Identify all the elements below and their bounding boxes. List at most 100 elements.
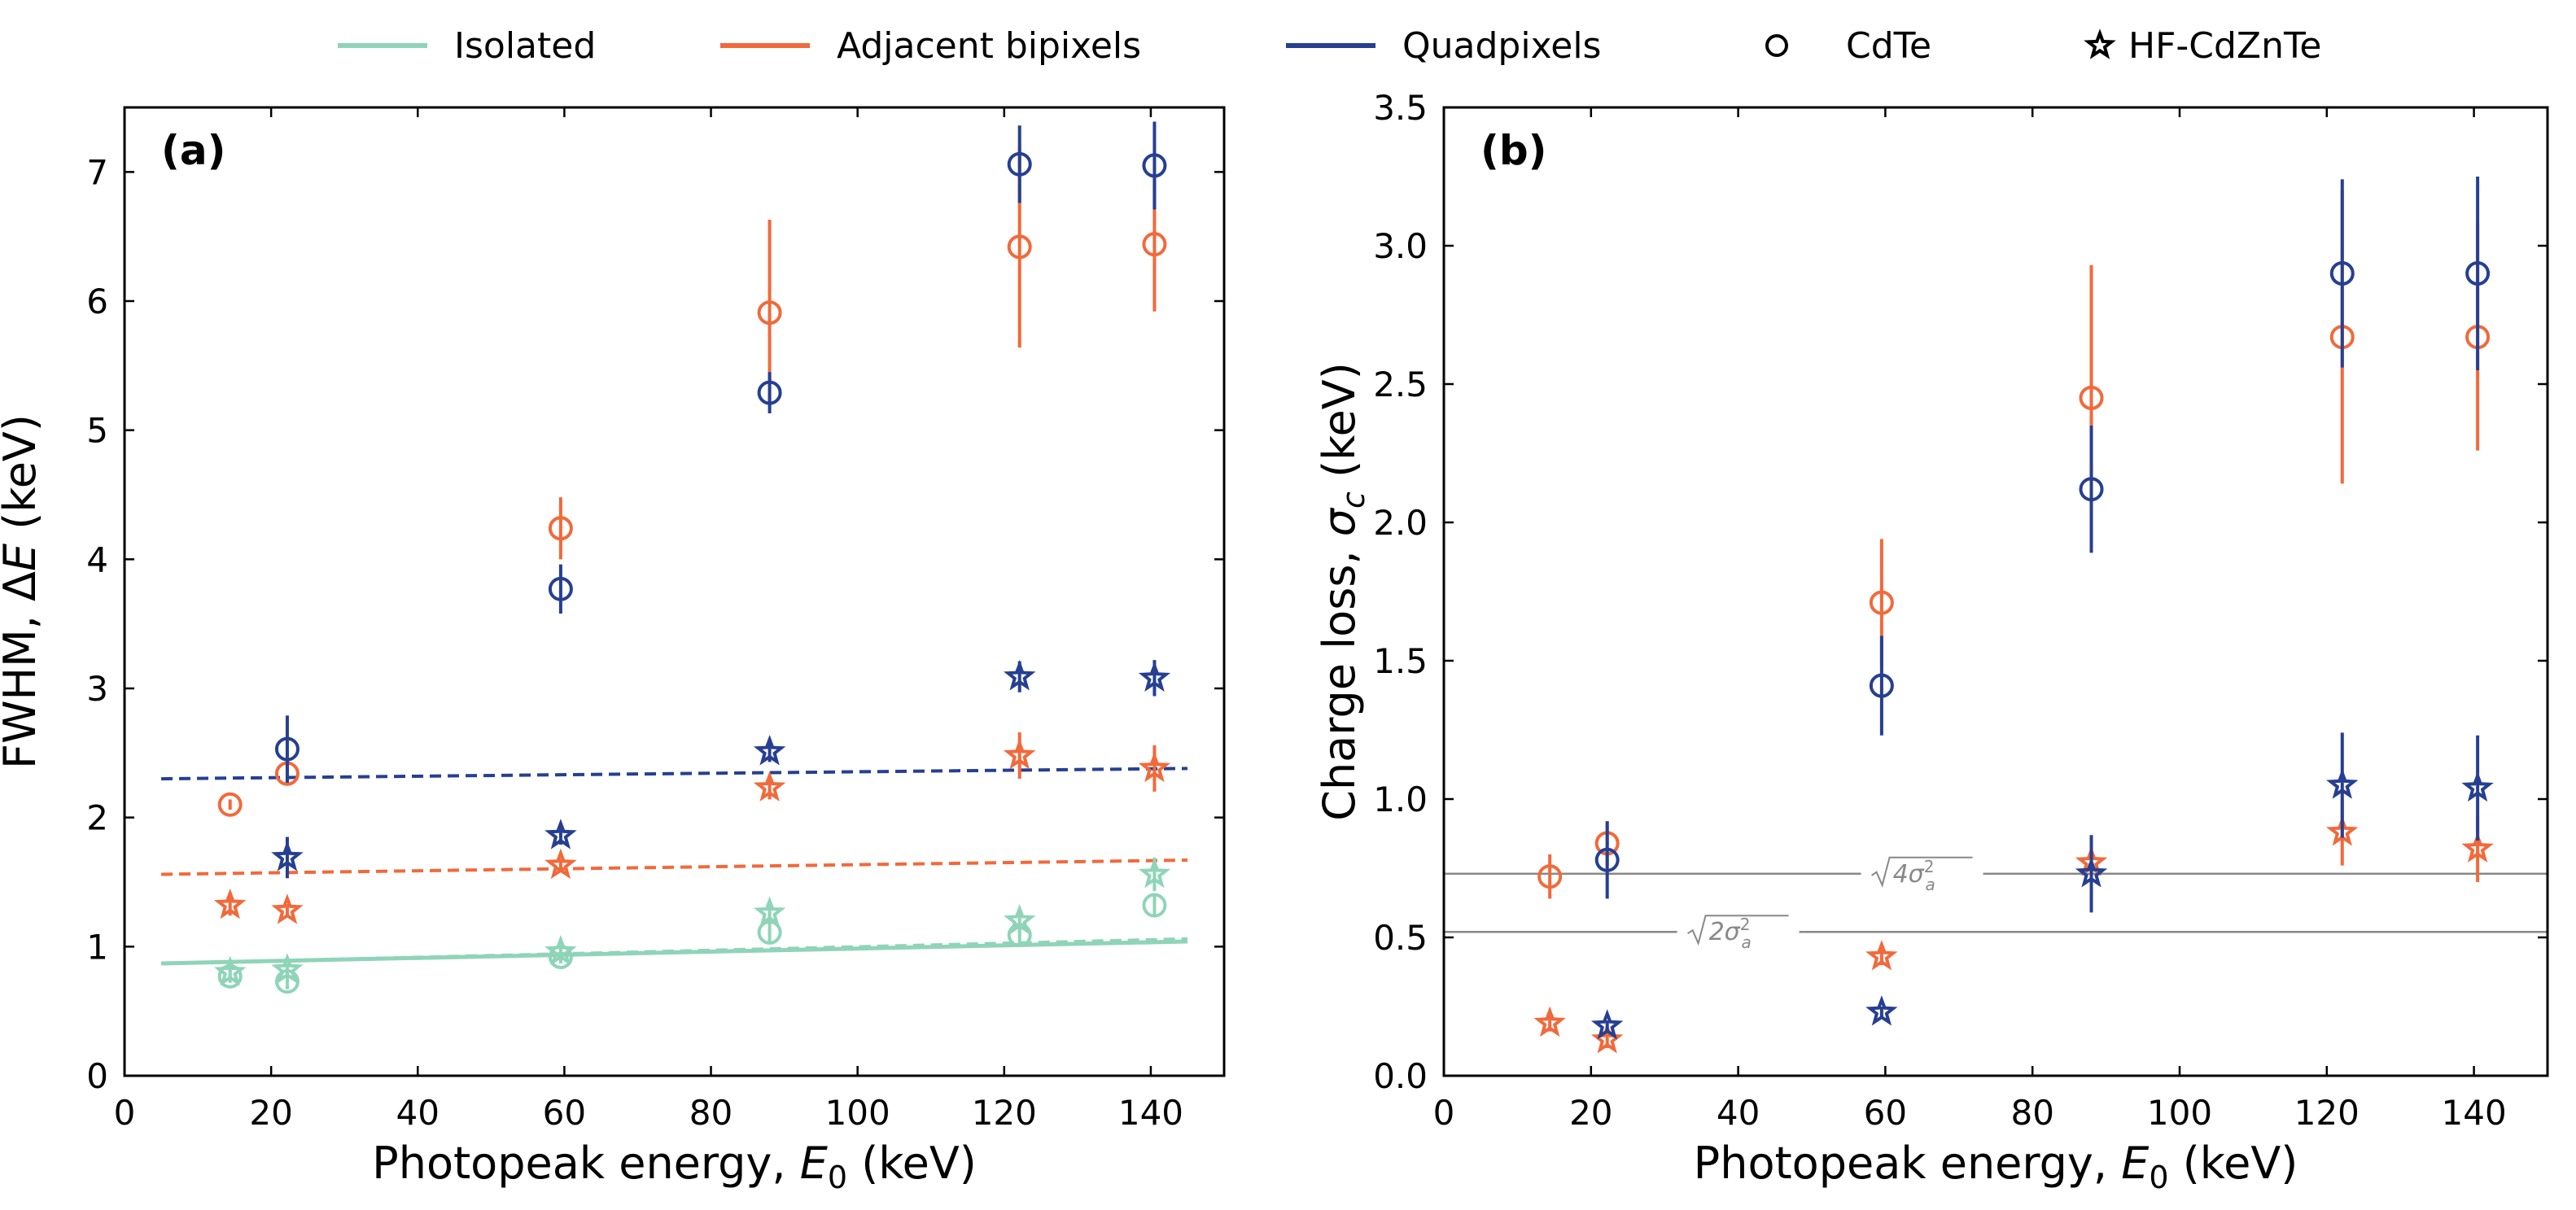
y-tick-label: 3 <box>86 669 108 709</box>
x-tick-label: 60 <box>1864 1093 1907 1133</box>
panel-label: (b) <box>1480 127 1547 174</box>
series-adjacent-bipixels-hf-cdznte <box>1533 799 2494 1054</box>
y-tick-label: 4 <box>86 539 108 579</box>
y-tick-label: 1 <box>86 927 108 967</box>
data-point-star <box>2326 768 2359 799</box>
axis-ticks: 0 20 40 60 80 100 120 140 0.0 0.5 1.0 1.5 2.0 2.5 3.0 3… <box>1373 88 2548 1133</box>
x-tick-label: 0 <box>1433 1093 1455 1133</box>
legend-label-cdte: CdTe <box>1846 25 1931 67</box>
plot-area: 4σ2 a 2σ2 a <box>1444 177 2548 1054</box>
y-tick-label: 0.0 <box>1373 1056 1428 1096</box>
panel-a-fwhm: 0 20 40 60 80 100 120 140 0 1 2 3 4 5 6 7 Photopeak ener… <box>0 106 1226 1195</box>
y-tick-label: 2.5 <box>1373 365 1428 404</box>
data-point-star <box>545 934 577 966</box>
y-tick-label: 3.0 <box>1373 226 1428 266</box>
data-point-star <box>271 841 304 871</box>
data-point-star <box>213 955 247 986</box>
data-point-star <box>2461 832 2494 863</box>
data-point-circle <box>1007 234 1032 260</box>
data-point-star <box>1865 995 1898 1026</box>
data-point-star <box>1138 751 1171 783</box>
y-axis-label: FWHM, ΔE (keV) <box>0 414 46 769</box>
series-adjacent-bipixels-hf-cdznte <box>213 732 1171 924</box>
data-point-circle <box>1142 153 1167 178</box>
x-tick-label: 60 <box>543 1093 586 1133</box>
data-point-star <box>1590 1009 1624 1040</box>
data-point-circle <box>1537 864 1563 889</box>
x-tick-label: 120 <box>2294 1093 2360 1133</box>
legend-marker-cdte <box>1765 34 1788 57</box>
x-tick-label: 40 <box>1717 1093 1760 1133</box>
x-tick-label: 80 <box>2010 1093 2053 1133</box>
data-point-star <box>753 734 786 766</box>
data-point-circle <box>1869 673 1894 698</box>
y-tick-label: 5 <box>86 411 108 451</box>
data-point-circle <box>274 736 300 762</box>
data-point-star <box>2461 771 2494 802</box>
series-quadpixels-cdte <box>1594 177 2491 899</box>
y-tick-label: 2.0 <box>1373 503 1428 543</box>
data-point-circle <box>1142 232 1167 257</box>
legend: Isolated Adjacent bipixels Quadpixels CdTe H… <box>338 25 2321 67</box>
data-point-circle <box>2465 261 2491 286</box>
reference-line-label: 2σ2 a <box>1709 915 1752 952</box>
series-quadpixels-hf-cdznte <box>1590 732 2494 1040</box>
series-quadpixels-cdte <box>274 121 1167 783</box>
x-tick-label: 120 <box>972 1093 1037 1133</box>
x-tick-label: 140 <box>2442 1093 2507 1133</box>
x-tick-label: 40 <box>396 1093 440 1133</box>
data-point-circle <box>2079 386 2104 410</box>
y-tick-label: 7 <box>86 152 108 192</box>
plot-area <box>160 121 1188 994</box>
data-point-star <box>545 848 577 880</box>
y-tick-label: 1.0 <box>1373 780 1428 819</box>
plot-frame <box>1442 106 2549 1077</box>
data-point-circle <box>217 963 243 989</box>
y-tick-label: 0.5 <box>1373 918 1428 958</box>
y-axis-label: Charge loss, σc (keV) <box>1314 362 1371 821</box>
series-isolated-hf-cdznte <box>213 857 1171 986</box>
y-tick-label: 1.5 <box>1373 641 1428 681</box>
series-quadpixels-hf-cdznte <box>271 659 1171 879</box>
x-tick-label: 20 <box>249 1093 292 1133</box>
panel-label: (a) <box>161 127 225 174</box>
series-adjacent-bipixels-cdte <box>217 146 1167 817</box>
sqrt-symbol <box>1687 915 1789 946</box>
fit-line-adjacent-bipixels-fit <box>161 858 1187 876</box>
data-point-circle <box>1142 893 1167 918</box>
data-point-circle <box>548 516 573 541</box>
data-point-star <box>1003 738 1036 770</box>
data-point-circle <box>217 792 243 817</box>
reference-line-group: 2σ2 a <box>1444 915 2548 952</box>
data-point-star <box>545 819 577 850</box>
legend-label-hf-cdznte: HF-CdZnTe <box>2128 25 2321 67</box>
data-point-star <box>271 893 304 924</box>
data-point-star <box>1138 857 1171 889</box>
data-point-circle <box>1869 590 1894 615</box>
legend-label-adjacent-bipixels: Adjacent bipixels <box>837 25 1141 67</box>
data-point-circle <box>548 576 573 601</box>
axis-ticks: 0 20 40 60 80 100 120 140 0 1 2 3 4 5 6 7 <box>86 107 1224 1133</box>
x-tick-label: 140 <box>1118 1093 1183 1133</box>
legend-label-quadpixels: Quadpixels <box>1402 25 1601 67</box>
data-point-circle <box>1594 847 1620 872</box>
panel-b-charge-loss: 0 20 40 60 80 100 120 140 0.0 0.5 1.0 1.5 2.0 2.5 3.0 3… <box>1314 88 2549 1195</box>
data-point-star <box>753 771 786 802</box>
legend-marker-hf-cdznte <box>2084 28 2116 59</box>
fit-line-quadpixels-fit <box>161 767 1187 781</box>
x-tick-label: 20 <box>1569 1093 1612 1133</box>
x-tick-label: 100 <box>2147 1093 2212 1133</box>
y-tick-label: 3.5 <box>1373 88 1428 128</box>
y-tick-label: 2 <box>86 798 108 838</box>
plot-frame <box>123 106 1226 1077</box>
data-point-circle <box>2079 477 2104 502</box>
sqrt-symbol <box>1871 856 1973 888</box>
data-point-star <box>1865 940 1898 971</box>
data-point-star <box>1138 661 1171 692</box>
x-tick-label: 0 <box>114 1093 136 1133</box>
data-point-star <box>1003 659 1036 691</box>
y-tick-label: 6 <box>86 282 108 321</box>
data-point-star <box>2075 857 2108 888</box>
data-point-star <box>753 896 786 927</box>
